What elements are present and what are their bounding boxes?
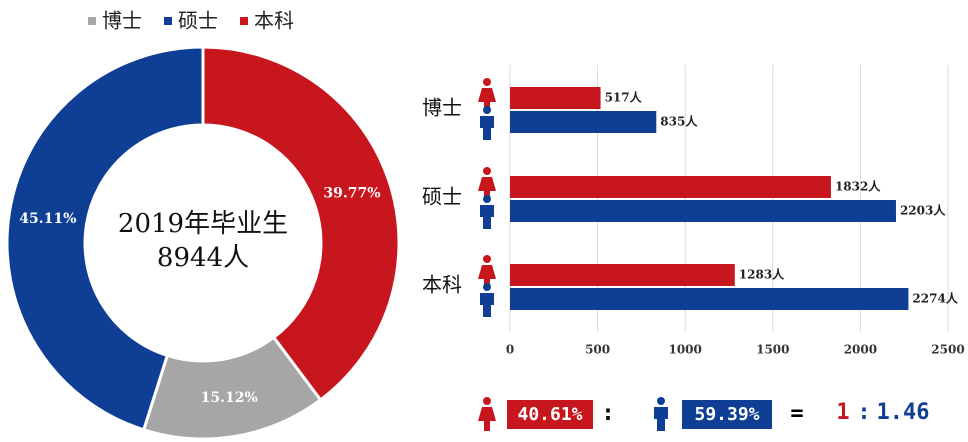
center-text: 8944人 (157, 243, 249, 273)
slice-label: 45.11% (19, 211, 76, 227)
male-icon (654, 397, 668, 431)
legend-swatch (88, 17, 96, 25)
bar-label: 835人 (660, 114, 698, 129)
x-tick-label: 0 (506, 343, 514, 357)
bar (510, 264, 735, 286)
legend-label: 硕士 (178, 9, 218, 33)
donut-slice (201, 45, 401, 402)
bar-label: 2274人 (912, 291, 958, 306)
summary: 40.61% : 59.39% = 1 : 1.46 (478, 397, 929, 431)
bar (510, 111, 657, 133)
equals: = (790, 401, 803, 426)
bar (510, 288, 909, 310)
legend-swatch (240, 17, 248, 25)
separator: : (601, 401, 614, 426)
donut-slice (5, 45, 205, 432)
gender-icon (480, 195, 494, 229)
bar-label: 1832人 (835, 179, 881, 194)
x-tick-label: 2500 (931, 343, 964, 357)
ratio-sep: : (857, 400, 870, 425)
y-tick-label: 硕士 (422, 185, 462, 209)
bar-label: 517人 (605, 90, 643, 105)
legend-label: 博士 (102, 9, 142, 33)
y-tick-label: 博士 (422, 96, 462, 120)
bar (510, 200, 896, 222)
x-tick-label: 2000 (844, 343, 877, 357)
legend-label: 本科 (254, 9, 294, 33)
bar (510, 176, 831, 198)
bar-label: 2203人 (900, 203, 946, 218)
female-icon (478, 397, 496, 431)
x-tick-label: 500 (585, 343, 610, 357)
gender-icon (480, 106, 494, 140)
x-tick-label: 1000 (668, 343, 701, 357)
slice-label: 15.12% (201, 390, 258, 406)
center-text: 2019年毕业生 (118, 209, 288, 239)
y-tick-label: 本科 (422, 273, 462, 297)
slice-label: 39.77% (323, 185, 380, 201)
legend-swatch (164, 17, 172, 25)
male-share: 59.39% (694, 404, 759, 425)
x-tick-label: 1500 (756, 343, 789, 357)
female-box (507, 400, 593, 429)
ratio-right: 1.46 (877, 400, 930, 425)
ratio-left: 1 (836, 400, 849, 425)
bar-label: 1283人 (739, 267, 785, 282)
female-share: 40.61% (517, 404, 582, 425)
gender-icon (480, 283, 494, 317)
male-box (682, 400, 772, 429)
bar (510, 87, 601, 109)
